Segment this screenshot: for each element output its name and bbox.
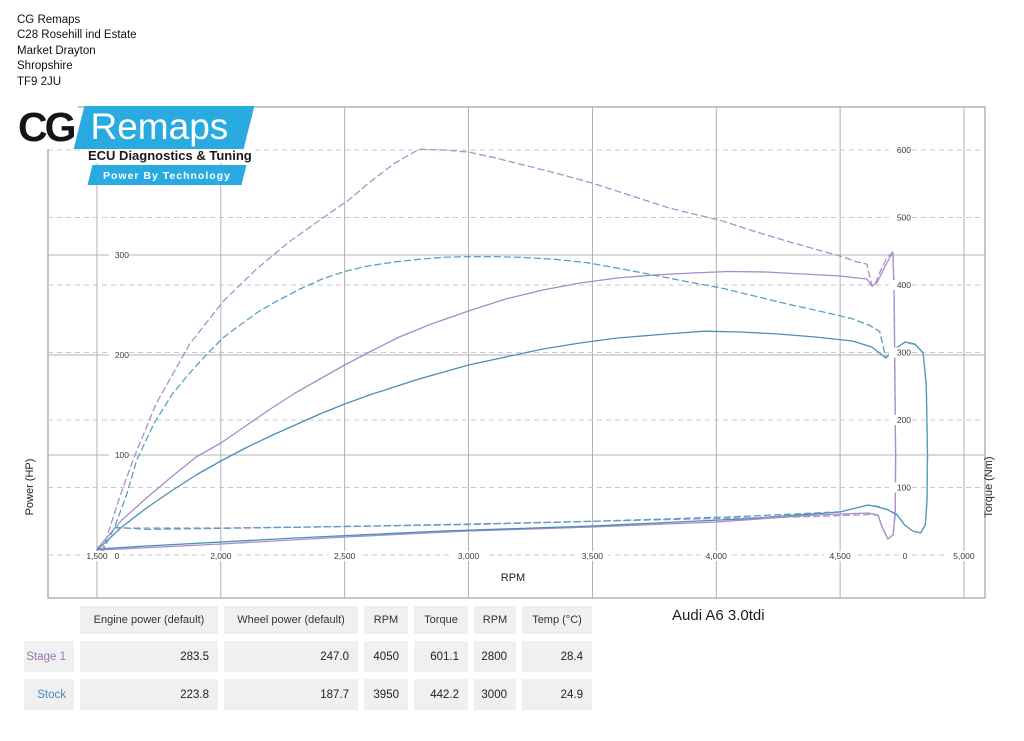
col-header-temp: Temp (°C) — [522, 606, 592, 634]
svg-text:500: 500 — [897, 213, 911, 223]
curve-stage-1-torque — [101, 148, 897, 553]
address-line: CG Remaps — [17, 14, 81, 26]
curve-stock-torque — [101, 255, 929, 553]
x-axis-title: RPM — [501, 572, 525, 584]
svg-text:600: 600 — [897, 145, 911, 155]
svg-text:200: 200 — [897, 415, 911, 425]
cg-remaps-logo: CG Remaps ECU Diagnostics & Tuning Power… — [14, 106, 255, 185]
logo-cg-text: CG — [14, 106, 78, 149]
svg-text:3,500: 3,500 — [582, 551, 604, 561]
table-corner-cell — [24, 606, 74, 634]
logo-powerbar-text: Power By Technology — [103, 170, 231, 182]
axis-titles: RPM Power (HP) Torque (Nm) — [24, 456, 995, 584]
right-axis-title: Torque (Nm) — [983, 456, 995, 517]
svg-text:400: 400 — [897, 280, 911, 290]
svg-text:100: 100 — [115, 450, 129, 460]
svg-text:1,500: 1,500 — [86, 551, 108, 561]
stock-temp: 24.9 — [522, 679, 592, 710]
logo-powerbar: Power By Technology — [90, 165, 244, 185]
row-label-stage1: Stage 1 — [24, 641, 74, 672]
stock-engine-power: 223.8 — [80, 679, 218, 710]
col-header-wheel-power: Wheel power (default) — [224, 606, 358, 634]
stock-wheel-power: 187.7 — [224, 679, 358, 710]
logo-remaps-badge: Remaps — [79, 106, 249, 149]
svg-text:100: 100 — [897, 483, 911, 493]
address-line: TF9 2JU — [17, 75, 62, 88]
logo-remaps-text: Remaps — [90, 106, 229, 147]
svg-text:3,000: 3,000 — [458, 551, 480, 561]
svg-text:5,000: 5,000 — [953, 551, 975, 561]
svg-text:300: 300 — [897, 348, 911, 358]
col-header-engine-power: Engine power (default) — [80, 606, 218, 634]
stock-torque-rpm: 3000 — [474, 679, 516, 710]
col-header-torque: Torque — [414, 606, 468, 634]
stage1-power-rpm: 4050 — [364, 641, 408, 672]
tick-labels: 1,500 2,000 2,500 3,000 3,500 4,000 4,500 5,000… — [81, 145, 980, 561]
logo-tagline: ECU Diagnostics & Tuning — [85, 148, 255, 163]
svg-text:4,500: 4,500 — [829, 551, 851, 561]
chart-grid — [47, 106, 986, 599]
row-label-stock: Stock — [24, 679, 74, 710]
address-line: Market Drayton — [17, 44, 96, 57]
stock-power-rpm: 3950 — [364, 679, 408, 710]
stage1-wheel-power: 247.0 — [224, 641, 358, 672]
stage1-torque: 601.1 — [414, 641, 468, 672]
dyno-curves — [96, 148, 929, 553]
curve-stock-power — [96, 330, 929, 551]
svg-text:2,000: 2,000 — [210, 551, 232, 561]
shop-address: CG Remaps C28 Rosehill ind Estate Market… — [17, 13, 137, 90]
vehicle-label: Audi A6 3.0tdi — [672, 607, 765, 624]
address-line: Shropshire — [17, 60, 73, 73]
stage1-temp: 28.4 — [522, 641, 592, 672]
left-axis-title: Power (HP) — [24, 459, 36, 516]
svg-text:2,500: 2,500 — [334, 551, 356, 561]
svg-text:200: 200 — [115, 350, 129, 360]
svg-text:0: 0 — [903, 551, 908, 561]
svg-text:4,000: 4,000 — [706, 551, 728, 561]
address-line: C28 Rosehill ind Estate — [17, 29, 137, 42]
col-header-rpm-torque: RPM — [474, 606, 516, 634]
results-table: Engine power (default) Wheel power (defa… — [24, 606, 592, 710]
svg-text:0: 0 — [115, 551, 120, 561]
col-header-rpm-power: RPM — [364, 606, 408, 634]
stage1-torque-rpm: 2800 — [474, 641, 516, 672]
stage1-engine-power: 283.5 — [80, 641, 218, 672]
svg-text:300: 300 — [115, 250, 129, 260]
stock-torque: 442.2 — [414, 679, 468, 710]
